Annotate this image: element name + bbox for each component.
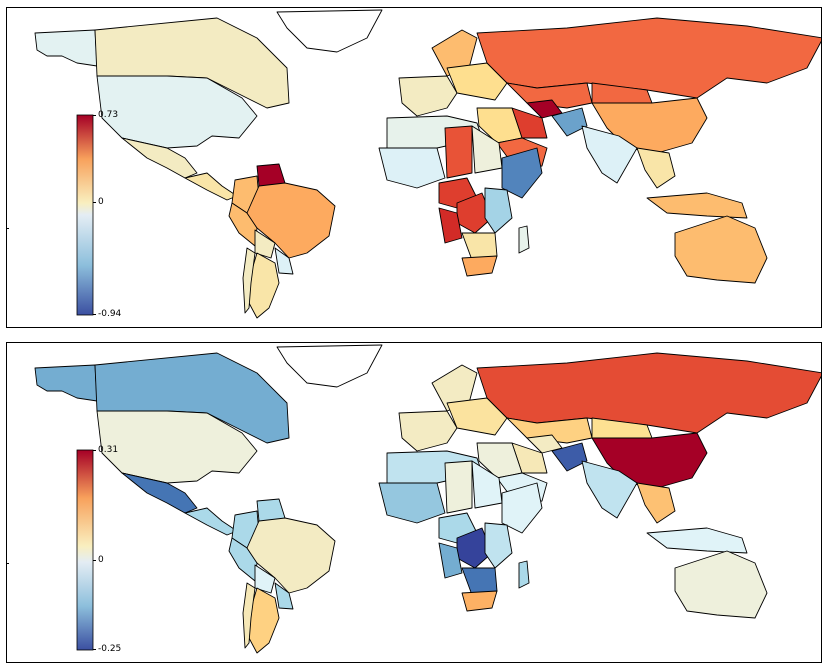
colorbar-bottom-tick-min (93, 649, 96, 650)
region-sahel (444, 460, 473, 514)
region-west-africa (378, 147, 446, 189)
colorbar-top (76, 114, 94, 316)
region-chile (242, 582, 256, 649)
region-se-asia (636, 482, 676, 524)
region-central-america (184, 507, 238, 536)
region-afghanistan (551, 442, 588, 472)
region-afghanistan (551, 107, 588, 137)
map-panel-top: 0.73 0 -0.94 (6, 7, 822, 328)
colorbar-top-mid-label: 0 (98, 197, 104, 207)
region-sahel (444, 125, 473, 179)
region-alaska (34, 29, 98, 67)
region-mexico (121, 137, 198, 179)
region-angola (438, 207, 463, 244)
region-russia (476, 17, 821, 99)
region-russia (476, 352, 821, 434)
region-madagascar (518, 560, 530, 589)
colorbar-top-tick-mid (93, 202, 96, 203)
region-western-europe (398, 410, 458, 452)
region-alaska (34, 364, 98, 402)
region-india (581, 460, 638, 519)
region-bolivia (254, 564, 276, 594)
region-ethiopia-somalia (501, 482, 543, 534)
region-greenland (276, 9, 383, 53)
region-usa (96, 75, 258, 149)
region-scandinavia (431, 29, 478, 77)
region-brazil (246, 182, 336, 259)
region-central-america (184, 172, 238, 201)
colorbar-top-max-label: 0.73 (98, 110, 119, 120)
region-greenland (276, 344, 383, 388)
region-scandinavia (431, 364, 478, 412)
region-mexico (121, 472, 198, 514)
world-map-top (34, 9, 821, 319)
map-panel-bottom: 0.31 0 -0.25 (6, 342, 822, 663)
colorbar-top-min-label: -0.94 (98, 309, 122, 319)
region-usa (96, 410, 258, 484)
region-india (581, 125, 638, 184)
region-paraguay-uruguay (274, 247, 294, 275)
world-map-bottom (34, 344, 821, 654)
region-se-asia (636, 147, 676, 189)
colorbar-bottom (76, 449, 94, 651)
colorbar-bottom-tick-mid (93, 560, 96, 561)
colorbar-bottom-max-label: 0.31 (98, 445, 119, 455)
colorbar-bottom-tick-max (93, 450, 96, 451)
region-paraguay-uruguay (274, 582, 294, 610)
region-indonesia (646, 527, 748, 554)
region-australia (674, 215, 768, 284)
colorbar-bottom-mid-label: 0 (98, 555, 104, 565)
region-madagascar (518, 225, 530, 254)
axis-edge-tick-top (7, 228, 9, 229)
region-east-africa (484, 187, 513, 234)
region-eastern-europe (446, 62, 508, 101)
region-australia (674, 550, 768, 619)
region-chile (242, 247, 256, 314)
colorbar-top-tick-max (93, 115, 96, 116)
region-western-europe (398, 75, 458, 117)
colorbar-top-tick-min (93, 314, 96, 315)
region-east-africa (484, 522, 513, 569)
region-ethiopia-somalia (501, 147, 543, 199)
region-south-africa (461, 590, 498, 612)
region-eastern-europe (446, 397, 508, 436)
region-bolivia (254, 229, 276, 259)
region-angola (438, 542, 463, 579)
region-brazil (246, 517, 336, 594)
region-indonesia (646, 192, 748, 219)
colorbar-bottom-min-label: -0.25 (98, 644, 122, 654)
region-west-africa (378, 482, 446, 524)
axis-edge-tick-bottom (7, 563, 9, 564)
region-south-africa (461, 255, 498, 277)
